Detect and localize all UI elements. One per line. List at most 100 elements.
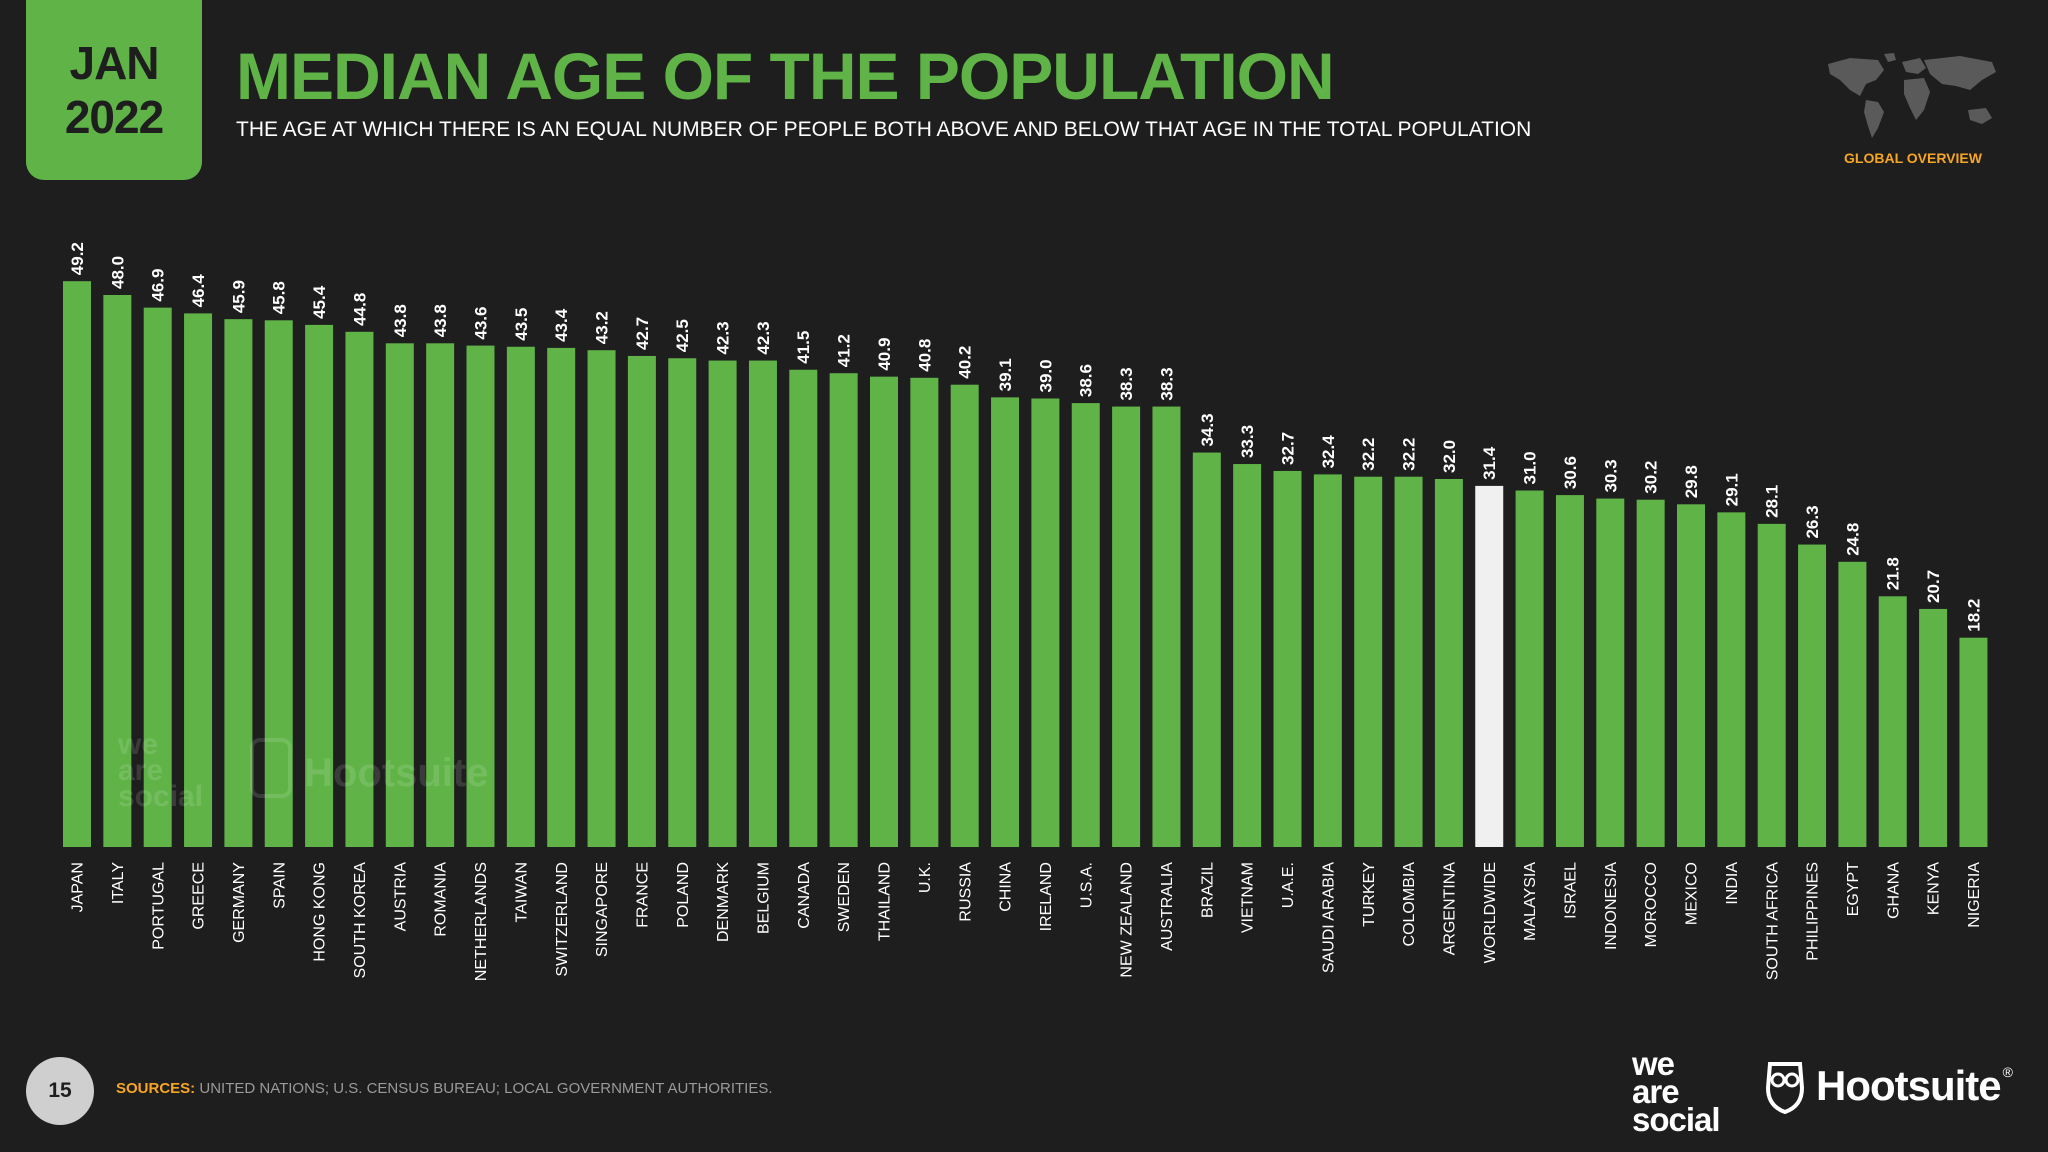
- value-label-philippines: 26.3: [1803, 505, 1822, 538]
- bar-egypt: [1838, 561, 1867, 847]
- bar-portugal: [143, 307, 172, 847]
- bar-greece: [184, 313, 213, 847]
- category-label-philippines: PHILIPPINES: [1805, 862, 1822, 961]
- trademark-mark: ®: [2002, 1064, 2013, 1080]
- value-label-turkey: 32.2: [1359, 438, 1378, 471]
- bar-philippines: [1798, 544, 1827, 847]
- value-label-south-africa: 28.1: [1763, 485, 1782, 518]
- category-label-saudi-arabia: SAUDI ARABIA: [1320, 862, 1337, 973]
- bar-malaysia: [1515, 490, 1544, 847]
- category-label-romania: ROMANIA: [433, 862, 450, 937]
- value-label-canada: 41.5: [794, 331, 813, 364]
- value-label-spain: 45.8: [270, 281, 289, 314]
- date-year: 2022: [64, 91, 164, 143]
- category-label-belgium: BELGIUM: [756, 862, 773, 934]
- value-label-japan: 49.2: [68, 242, 87, 275]
- category-label-israel: ISRAEL: [1563, 862, 1580, 919]
- category-label-south-korea: SOUTH KOREA: [352, 862, 369, 979]
- hootsuite-logo: Hootsuite ®: [1764, 1058, 2013, 1114]
- value-label-saudi-arabia: 32.4: [1319, 435, 1338, 469]
- category-label-italy: ITALY: [110, 862, 127, 904]
- bar-morocco: [1636, 499, 1665, 847]
- logo-line-we: we: [1632, 1045, 1675, 1082]
- bar-france: [627, 355, 656, 847]
- category-label-thailand: THAILAND: [877, 862, 894, 941]
- date-month: JAN: [69, 37, 159, 89]
- category-label-singapore: SINGAPORE: [594, 862, 611, 957]
- value-label-china: 39.1: [996, 358, 1015, 391]
- value-label-u-s-a: 38.6: [1077, 364, 1096, 397]
- category-label-france: FRANCE: [635, 862, 652, 928]
- bar-singapore: [587, 350, 616, 847]
- watermark: we are social Hootsuite: [117, 722, 538, 817]
- value-label-brazil: 34.3: [1198, 413, 1217, 446]
- bar-india: [1717, 512, 1746, 847]
- category-label-australia: AUSTRALIA: [1159, 862, 1176, 951]
- svg-text:are: are: [118, 754, 163, 787]
- value-label-south-korea: 44.8: [350, 293, 369, 326]
- bar-mexico: [1677, 504, 1705, 847]
- date-badge: JAN 2022: [26, 0, 202, 180]
- value-label-germany: 45.9: [229, 280, 248, 313]
- value-label-new-zealand: 38.3: [1117, 367, 1136, 400]
- value-label-argentina: 32.0: [1440, 440, 1459, 473]
- category-label-nigeria: NIGERIA: [1966, 862, 1983, 928]
- hootsuite-wordmark: Hootsuite: [1816, 1062, 2002, 1109]
- value-label-romania: 43.8: [431, 304, 450, 337]
- category-label-mexico: MEXICO: [1684, 862, 1701, 925]
- page-subtitle: THE AGE AT WHICH THERE IS AN EQUAL NUMBE…: [236, 118, 1532, 141]
- category-label-portugal: PORTUGAL: [150, 862, 167, 950]
- value-label-israel: 30.6: [1561, 456, 1580, 489]
- category-label-morocco: MOROCCO: [1643, 862, 1660, 947]
- category-label-poland: POLAND: [675, 862, 692, 928]
- category-label-egypt: EGYPT: [1845, 862, 1862, 916]
- category-label-colombia: COLOMBIA: [1401, 862, 1418, 947]
- sources-label: SOURCES:: [116, 1080, 196, 1097]
- bar-hong-kong: [305, 324, 334, 847]
- category-label-brazil: BRAZIL: [1199, 862, 1216, 918]
- value-label-russia: 40.2: [956, 346, 975, 379]
- bar-switzerland: [547, 347, 576, 847]
- bar-u-a-e: [1273, 470, 1302, 847]
- category-label-new-zealand: NEW ZEALAND: [1119, 862, 1136, 978]
- value-label-netherlands: 43.6: [471, 307, 490, 340]
- category-label-turkey: TURKEY: [1361, 862, 1378, 927]
- value-label-egypt: 24.8: [1843, 523, 1862, 556]
- bar-vietnam: [1233, 464, 1262, 847]
- category-label-vietnam: VIETNAM: [1240, 862, 1257, 933]
- category-label-china: CHINA: [998, 862, 1015, 912]
- value-label-mexico: 29.8: [1682, 465, 1701, 498]
- category-label-spain: SPAIN: [271, 862, 288, 909]
- value-label-colombia: 32.2: [1400, 438, 1419, 471]
- value-label-indonesia: 30.3: [1601, 459, 1620, 492]
- category-label-worldwide: WORLDWIDE: [1482, 862, 1499, 963]
- category-label-japan: JAPAN: [70, 862, 87, 912]
- category-label-malaysia: MALAYSIA: [1522, 862, 1539, 941]
- value-label-sweden: 41.2: [835, 334, 854, 367]
- value-label-portugal: 46.9: [149, 269, 168, 302]
- value-label-ireland: 39.0: [1036, 359, 1055, 392]
- bar-brazil: [1192, 452, 1221, 847]
- bar-worldwide: [1475, 485, 1504, 847]
- value-label-nigeria: 18.2: [1964, 599, 1983, 632]
- bar-australia: [1152, 406, 1181, 847]
- value-label-india: 29.1: [1722, 473, 1741, 506]
- page-title: MEDIAN AGE OF THE POPULATION: [236, 39, 1335, 113]
- bar-u-k: [910, 377, 939, 847]
- bar-colombia: [1394, 476, 1423, 847]
- bar-austria: [385, 343, 414, 847]
- value-label-kenya: 20.7: [1924, 570, 1943, 603]
- category-label-kenya: KENYA: [1926, 862, 1943, 915]
- bar-kenya: [1919, 608, 1948, 847]
- bar-belgium: [748, 360, 777, 847]
- bar-turkey: [1354, 476, 1383, 847]
- bar-china: [991, 397, 1020, 847]
- value-label-hong-kong: 45.4: [310, 285, 329, 319]
- bar-ghana: [1878, 596, 1907, 847]
- bar-sweden: [829, 373, 858, 847]
- bar-argentina: [1434, 479, 1463, 847]
- value-label-denmark: 42.3: [714, 321, 733, 354]
- page-number: 15: [26, 1057, 94, 1125]
- bar-thailand: [870, 376, 898, 847]
- bar-saudi-arabia: [1313, 474, 1342, 847]
